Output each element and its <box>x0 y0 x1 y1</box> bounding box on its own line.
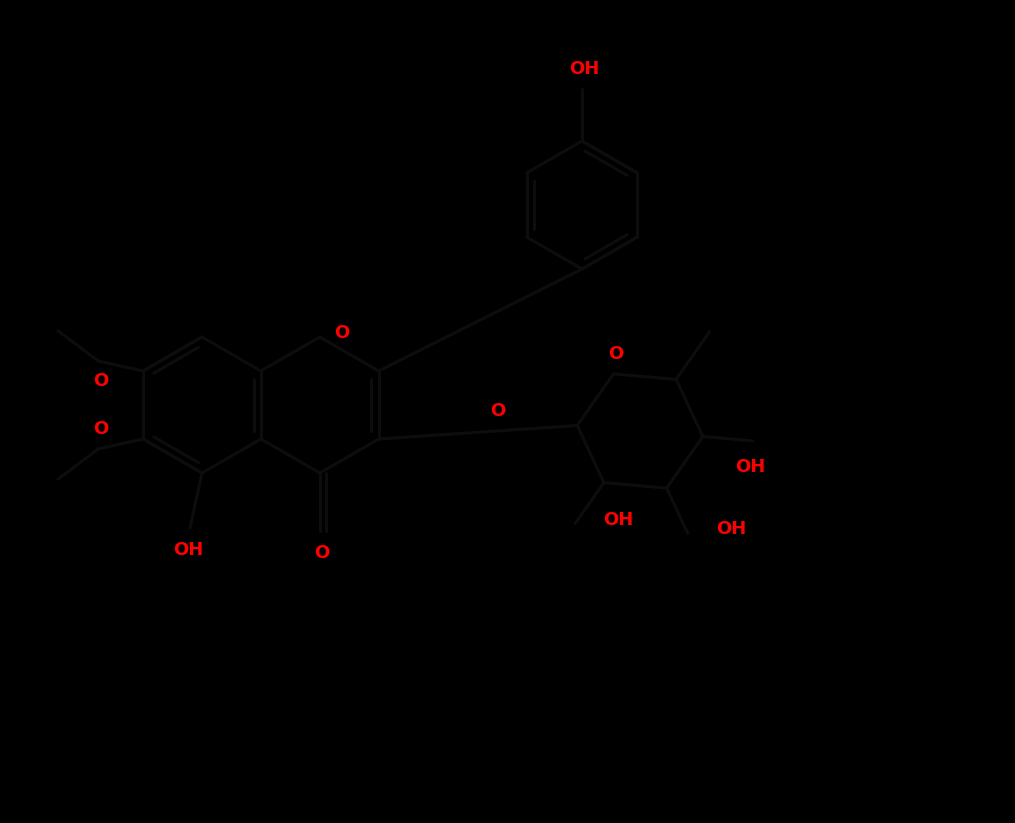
Text: O: O <box>93 372 109 390</box>
Text: O: O <box>315 544 330 562</box>
Text: OH: OH <box>568 60 599 78</box>
Text: OH: OH <box>736 458 765 476</box>
Text: O: O <box>334 324 349 342</box>
Text: O: O <box>93 420 109 438</box>
Text: O: O <box>490 402 505 421</box>
Text: OH: OH <box>716 520 746 538</box>
Text: OH: OH <box>173 541 203 559</box>
Text: OH: OH <box>603 510 633 528</box>
Text: O: O <box>608 345 623 363</box>
